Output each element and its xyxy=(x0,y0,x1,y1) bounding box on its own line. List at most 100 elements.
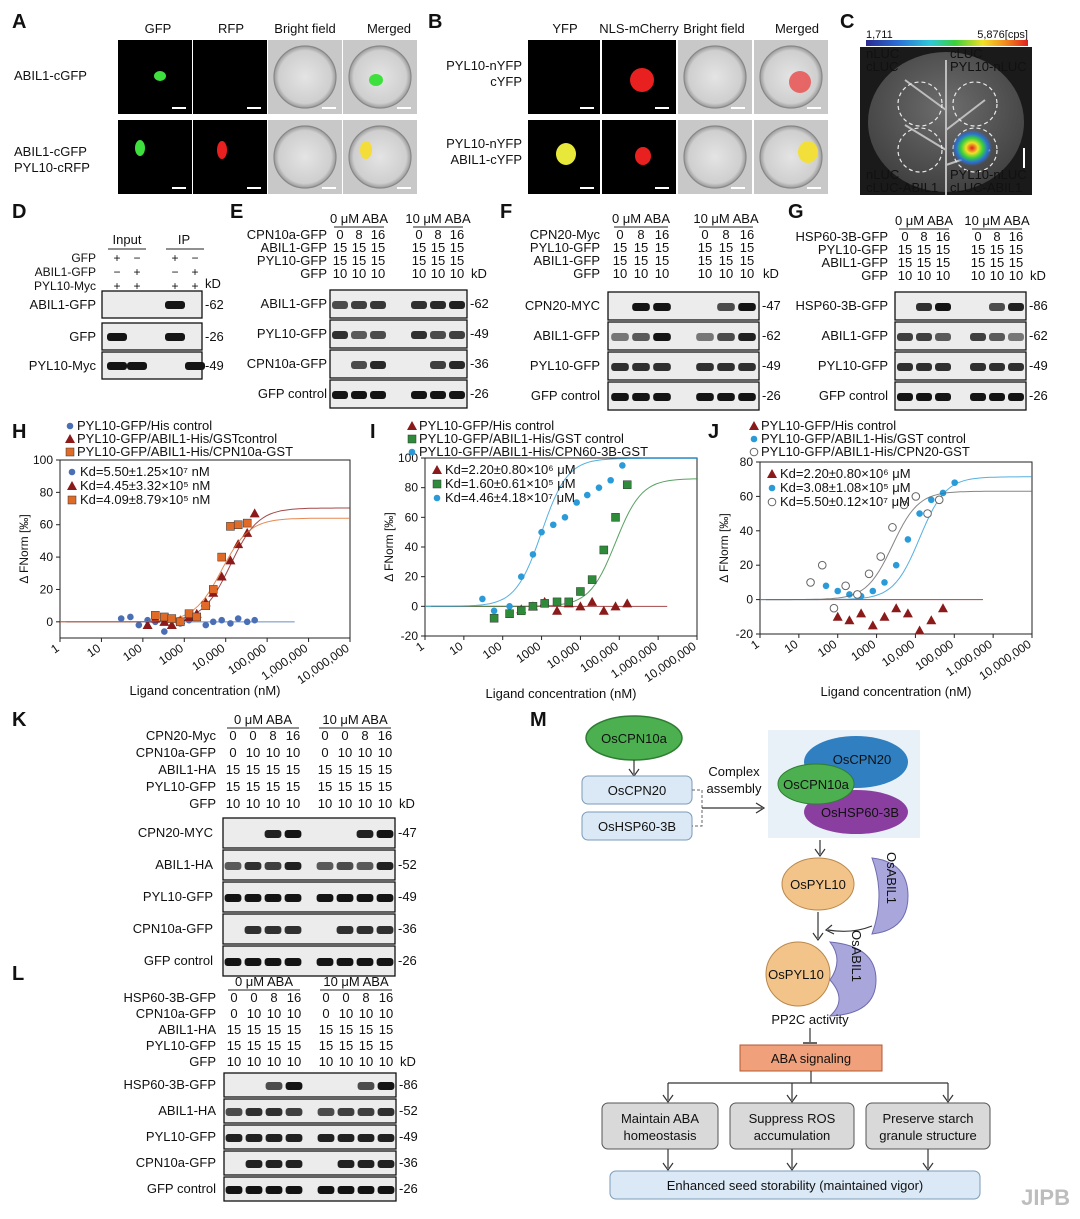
outcome-3-line1: Preserve starch xyxy=(882,1111,973,1126)
x-tick-label: 1000 xyxy=(848,637,878,664)
data-point xyxy=(226,522,235,531)
blot-band xyxy=(351,361,367,369)
blot-band xyxy=(264,830,282,838)
blot-mw: -49 xyxy=(398,889,417,904)
blot-band xyxy=(1008,333,1024,341)
aba-header: 10 μM ABA xyxy=(964,213,1030,228)
blot-band xyxy=(357,1108,375,1116)
data-point xyxy=(68,468,76,476)
header-value: 10 xyxy=(358,796,372,811)
blot-label: CPN10a-GFP xyxy=(247,356,327,371)
x-tick-label: 1 xyxy=(48,641,62,656)
panel-b-row2-label2: ABIL1-cYFP xyxy=(450,152,522,167)
header-value: 15 xyxy=(936,255,950,270)
blot-band xyxy=(376,894,394,902)
panel-b-col-bf: Bright field xyxy=(683,21,744,36)
header-value: 15 xyxy=(287,1022,301,1037)
blot-band xyxy=(336,894,354,902)
data-point xyxy=(767,497,777,507)
kd-annotation: Kd=4.46±4.18×10⁷ μM xyxy=(445,490,575,505)
data-point xyxy=(934,495,944,505)
blot-band xyxy=(449,331,465,339)
data-point xyxy=(937,603,948,613)
header-value: 15 xyxy=(338,762,352,777)
pp2c-activity-label: PP2C activity xyxy=(771,1012,849,1027)
header-value: 16 xyxy=(740,227,754,242)
y-tick-label: 60 xyxy=(40,518,54,532)
header-value: 10 xyxy=(338,796,352,811)
header-value: 15 xyxy=(917,242,931,257)
data-point xyxy=(902,608,913,618)
blot-band xyxy=(356,926,374,934)
header-value: 15 xyxy=(247,1022,261,1037)
chart-h: H 1 10 100 1000 10,000100,0001,000,00010,000… xyxy=(12,418,352,698)
complex-assembly-label2: assembly xyxy=(707,781,762,796)
data-point xyxy=(834,587,842,595)
coip-header-mark: + xyxy=(133,279,140,293)
data-point xyxy=(622,480,632,489)
blot-band xyxy=(611,333,629,341)
blot-label: GFP control xyxy=(144,953,213,968)
data-point xyxy=(923,509,932,518)
data-point xyxy=(914,625,925,635)
blot-mw: -49 xyxy=(205,358,224,373)
header-value: 15 xyxy=(378,779,392,794)
blot-band xyxy=(377,1108,395,1116)
scale-bars xyxy=(580,107,821,189)
blot-mw: -49 xyxy=(399,1129,418,1144)
header-value: 0 xyxy=(230,990,237,1005)
header-value: 10 xyxy=(740,266,754,281)
data-point xyxy=(844,615,855,625)
panel-a-col-gfp: GFP xyxy=(145,21,172,36)
header-value: 15 xyxy=(358,762,372,777)
blot-band xyxy=(284,958,302,966)
header-value: 15 xyxy=(266,779,280,794)
panel-letter-f: F xyxy=(500,201,512,223)
node-aba-signaling-label: ABA signaling xyxy=(771,1051,851,1066)
blot-strip xyxy=(329,319,468,349)
header-value: 10 xyxy=(227,1054,241,1069)
header-value: 15 xyxy=(936,242,950,257)
blot-band xyxy=(632,393,650,401)
header-value: 15 xyxy=(450,240,464,255)
blot-band xyxy=(370,331,386,339)
blot-label: GFP xyxy=(69,329,96,344)
header-value: 15 xyxy=(719,240,733,255)
blot-band xyxy=(264,958,282,966)
data-point xyxy=(432,465,442,474)
y-tick-label: 60 xyxy=(740,489,754,503)
panel-letter-b: B xyxy=(428,11,442,33)
x-axis-label: Ligand concentration (nM) xyxy=(129,683,280,698)
luc-label-br2: cLUC-ABIL1 xyxy=(950,180,1022,195)
data-point xyxy=(610,601,621,611)
blot-label: ABIL1-HA xyxy=(155,857,213,872)
panel-a-col-rfp: RFP xyxy=(218,21,244,36)
aba-header: 10 μM ABA xyxy=(322,712,388,727)
header-value: 10 xyxy=(339,1054,353,1069)
panel-b-col-nls: NLS-mCherry xyxy=(599,21,679,36)
blot-band xyxy=(897,393,913,401)
node-osabil1-label: OsABIL1 xyxy=(884,852,899,904)
blot-band xyxy=(370,301,386,309)
kd-annotation: Kd=4.45±3.32×10⁵ nM xyxy=(80,478,210,493)
kd-label: kD xyxy=(205,276,221,291)
data-point xyxy=(892,561,900,569)
y-tick-label: 0 xyxy=(46,615,53,629)
header-value: 15 xyxy=(227,1022,241,1037)
blot-band xyxy=(107,333,127,341)
blot-label: CPN20-MYC xyxy=(525,298,600,313)
blot-band xyxy=(738,393,756,401)
blot-band xyxy=(430,391,446,399)
outcome-1-line2: homeostasis xyxy=(624,1128,697,1143)
panel-b-row2-label1: PYL10-nYFP xyxy=(446,136,522,151)
node-oshsp60-3b-label: OsHSP60-3B xyxy=(598,819,676,834)
blot-band xyxy=(357,1160,375,1168)
data-point xyxy=(607,476,614,484)
data-point xyxy=(192,612,202,622)
luc-label-tl2: cLUC xyxy=(866,59,899,74)
data-point xyxy=(750,435,758,443)
header-value: 15 xyxy=(634,253,648,268)
blot-label: HSP60-3B-GFP xyxy=(124,1077,216,1092)
blot-band xyxy=(916,303,932,311)
